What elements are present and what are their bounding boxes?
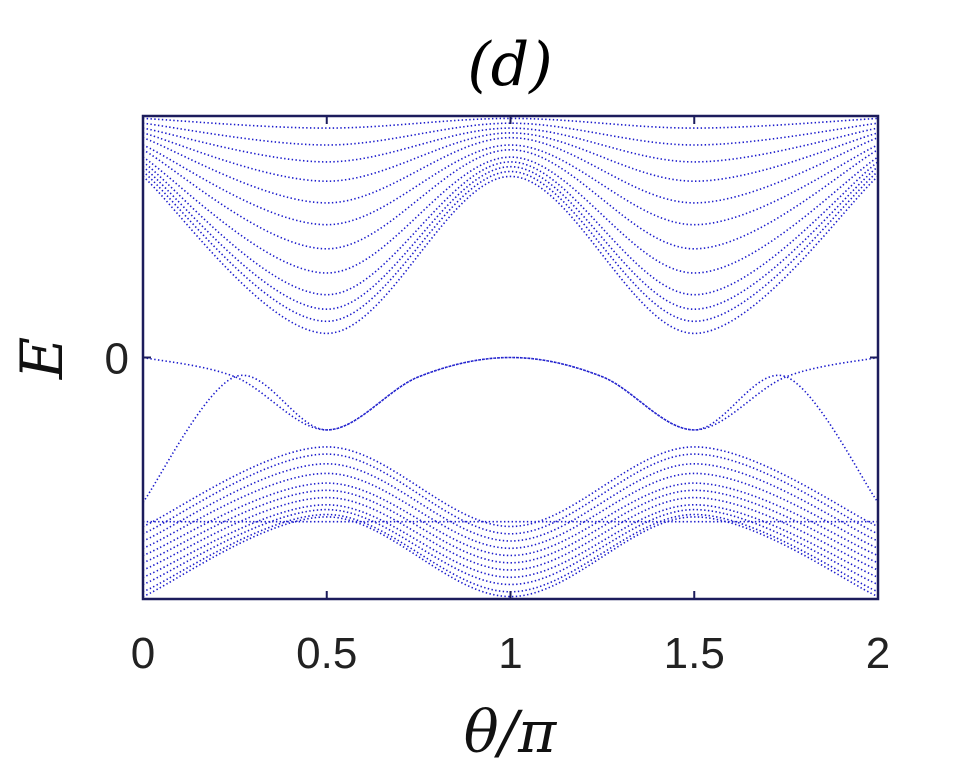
band-line-0-9 (142, 165, 879, 311)
x-axis: 0 0.5 1 1.5 2 (131, 116, 890, 678)
band-line-3-0 (142, 446, 879, 528)
band-line-0-5 (142, 144, 879, 226)
band-line-0-3 (142, 132, 879, 183)
band-line-1-0 (142, 356, 879, 431)
band-line-3-2 (142, 462, 879, 542)
band-line-3-8 (142, 508, 879, 586)
x-tick-label: 0.5 (296, 629, 357, 678)
y-axis: 0 (105, 335, 878, 384)
band-line-1-1 (142, 356, 879, 503)
x-tick-label: 1 (498, 629, 522, 678)
band-line-3-7 (142, 503, 879, 579)
band-line-0-10 (142, 170, 879, 323)
band-line-0-6 (142, 148, 879, 250)
band-line-3-10 (142, 516, 879, 598)
band-line-0-2 (142, 127, 879, 163)
y-axis-label: E (8, 337, 76, 380)
band-line-0-7 (142, 156, 879, 274)
x-tick-label: 2 (866, 629, 890, 678)
chart-title: (d) (467, 30, 552, 100)
band-line-3-6 (142, 496, 879, 571)
band-line-0-1 (142, 122, 879, 146)
band-line-3-5 (142, 489, 879, 564)
band-line-3-9 (142, 513, 879, 593)
band-line-3-4 (142, 482, 879, 557)
x-tick-label: 1.5 (664, 629, 725, 678)
x-axis-label: θ/π (464, 698, 557, 766)
band-line-3-1 (142, 453, 879, 535)
plot-series-group (142, 117, 879, 598)
y-tick-label: 0 (105, 335, 129, 384)
band-line-0-11 (142, 175, 879, 335)
band-line-0-8 (142, 161, 879, 296)
x-tick-label: 0 (131, 629, 155, 678)
band-line-0-4 (142, 136, 879, 204)
